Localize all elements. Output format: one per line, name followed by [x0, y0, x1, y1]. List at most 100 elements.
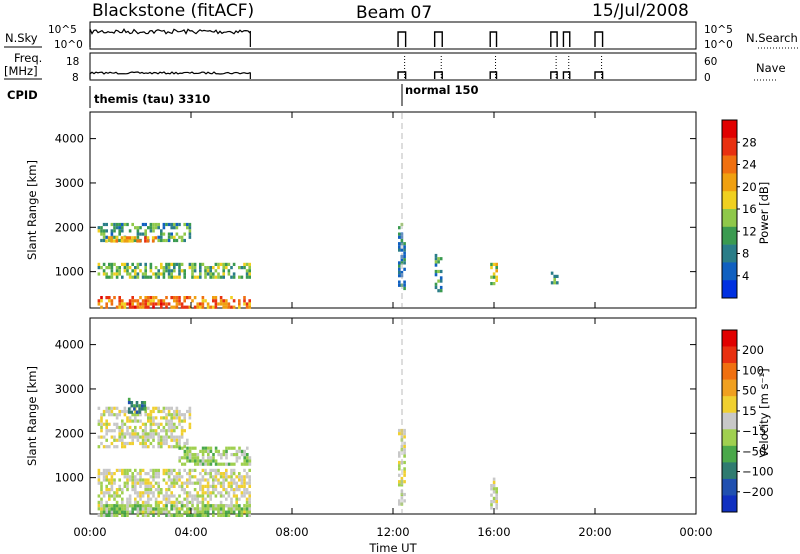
data-cell [181, 456, 184, 460]
data-cell [178, 456, 181, 460]
data-cell [157, 299, 160, 303]
data-cell [165, 494, 168, 498]
data-cell [110, 475, 114, 479]
data-cell [167, 425, 171, 430]
data-cell [209, 497, 212, 501]
data-cell [162, 435, 166, 439]
data-cell [123, 510, 127, 514]
data-cell [181, 462, 184, 466]
data-cell [152, 272, 155, 276]
nsky-trace [550, 31, 558, 47]
data-cell [105, 500, 108, 504]
data-cell [204, 299, 207, 303]
data-cell [201, 484, 205, 488]
data-cell [243, 453, 246, 457]
data-cell [186, 222, 189, 227]
data-cell [105, 409, 108, 414]
data-cell [217, 507, 220, 511]
data-cell [201, 510, 205, 514]
data-cell [225, 504, 228, 508]
data-cell [128, 239, 132, 243]
data-cell [403, 473, 406, 477]
data-cell [180, 238, 184, 243]
data-cell [214, 459, 218, 463]
data-cell [495, 503, 498, 507]
data-cell [209, 269, 212, 273]
data-cell [170, 222, 173, 227]
nsky-tick-low: 10^0 [54, 39, 83, 51]
data-cell [222, 494, 225, 498]
data-cell [235, 456, 239, 460]
data-cell [217, 491, 220, 495]
data-cell [201, 262, 205, 266]
data-cell [131, 441, 134, 446]
data-cell [100, 488, 103, 492]
data-cell [138, 404, 141, 408]
data-cell [196, 491, 199, 495]
data-cell [123, 422, 127, 426]
data-cell [167, 222, 171, 227]
data-cell [118, 232, 121, 236]
data-cell [230, 481, 233, 485]
data-cell [232, 299, 236, 303]
data-cell [157, 475, 160, 479]
data-cell [131, 481, 134, 485]
data-cell [157, 409, 160, 414]
data-cell [193, 468, 197, 472]
data-cell [136, 235, 140, 239]
data-cell [100, 413, 103, 417]
data-cell [152, 229, 155, 233]
data-cell [141, 507, 145, 511]
data-cell [147, 513, 150, 517]
data-cell [105, 504, 108, 508]
data-cell [243, 262, 246, 266]
data-cell [232, 507, 236, 511]
data-cell [193, 510, 197, 514]
data-cell [165, 222, 168, 227]
data-cell [238, 507, 241, 511]
data-cell [108, 299, 111, 303]
data-cell [125, 236, 129, 240]
data-cell [152, 296, 155, 300]
data-cell [191, 468, 194, 472]
data-cell [100, 484, 103, 488]
data-cell [128, 478, 132, 482]
data-cell [139, 484, 142, 488]
colorbar-tick-label: −200 [742, 485, 774, 499]
data-cell [188, 226, 192, 230]
data-cell [243, 462, 246, 466]
data-cell [131, 438, 134, 442]
data-cell [204, 275, 207, 279]
data-cell [146, 239, 150, 243]
data-cell [128, 299, 132, 303]
data-cell [144, 441, 147, 446]
colorbar-segment [722, 262, 737, 281]
data-cell [188, 305, 192, 309]
data-cell [121, 409, 124, 414]
data-cell [157, 272, 160, 276]
data-cell [173, 305, 176, 309]
data-cell [248, 513, 251, 517]
data-cell [175, 406, 179, 410]
data-cell [141, 504, 145, 508]
data-cell [227, 446, 231, 450]
data-cell [243, 484, 246, 488]
data-cell [152, 510, 155, 514]
data-cell [162, 507, 166, 511]
data-cell [118, 438, 121, 442]
data-cell [240, 266, 244, 270]
data-cell [180, 488, 184, 492]
data-cell [144, 429, 147, 433]
x-tick-label: 20:00 [578, 525, 611, 539]
data-cell [175, 296, 179, 300]
data-cell [157, 500, 160, 504]
data-cell [97, 494, 101, 498]
data-cell [113, 497, 116, 501]
data-cell [186, 456, 189, 460]
data-cell [240, 491, 244, 495]
colorbar-segment [722, 280, 737, 299]
data-cell [115, 438, 119, 442]
data-cell [173, 481, 176, 485]
data-cell [154, 406, 158, 410]
